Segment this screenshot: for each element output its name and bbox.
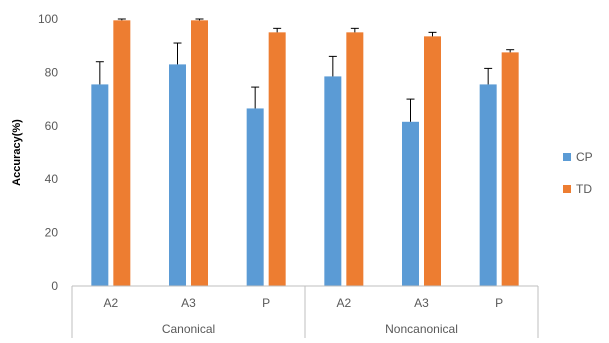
bar-cp-1 [91,84,109,286]
x-group-label: Noncanonical [385,322,458,336]
error-bars [95,18,515,122]
y-tick-label: 20 [45,226,59,240]
bar-cp-2 [169,64,186,286]
bars [91,20,519,287]
y-tick-label: 40 [45,172,59,186]
bar-cp-5 [402,121,419,286]
legend-label-td: TD [576,182,592,196]
x-category-label: A2 [103,296,118,310]
bar-td-4 [346,32,364,286]
y-axis-ticks: 0 20 40 60 80 100 [38,12,58,293]
bar-td-3 [268,32,286,286]
y-tick-label: 100 [38,12,58,26]
bar-cp-6 [479,84,497,286]
legend: CP TD [563,150,593,196]
bar-cp-4 [324,76,342,286]
x-category-label: P [495,296,503,310]
x-category-label: A3 [414,296,429,310]
bar-td-6 [501,52,519,286]
y-tick-label: 80 [45,65,59,79]
x-category-label: P [262,296,270,310]
y-tick-label: 60 [45,119,59,133]
legend-label-cp: CP [576,150,593,164]
x-group-label: Canonical [162,322,215,336]
bar-td-1 [113,20,131,287]
legend-swatch-cp [563,153,571,161]
x-axis-category-labels: A2 A3 P A2 A3 P [103,296,503,310]
bar-cp-3 [246,108,264,286]
x-category-label: A2 [336,296,351,310]
axes [71,285,539,338]
bar-td-2 [191,20,208,287]
x-category-label: A3 [181,296,196,310]
x-axis-group-labels: Canonical Noncanonical [162,322,458,336]
y-tick-label: 0 [51,279,58,293]
legend-swatch-td [563,185,571,193]
y-axis-title: Accuracy(%) [11,119,23,186]
bar-td-5 [424,36,441,287]
